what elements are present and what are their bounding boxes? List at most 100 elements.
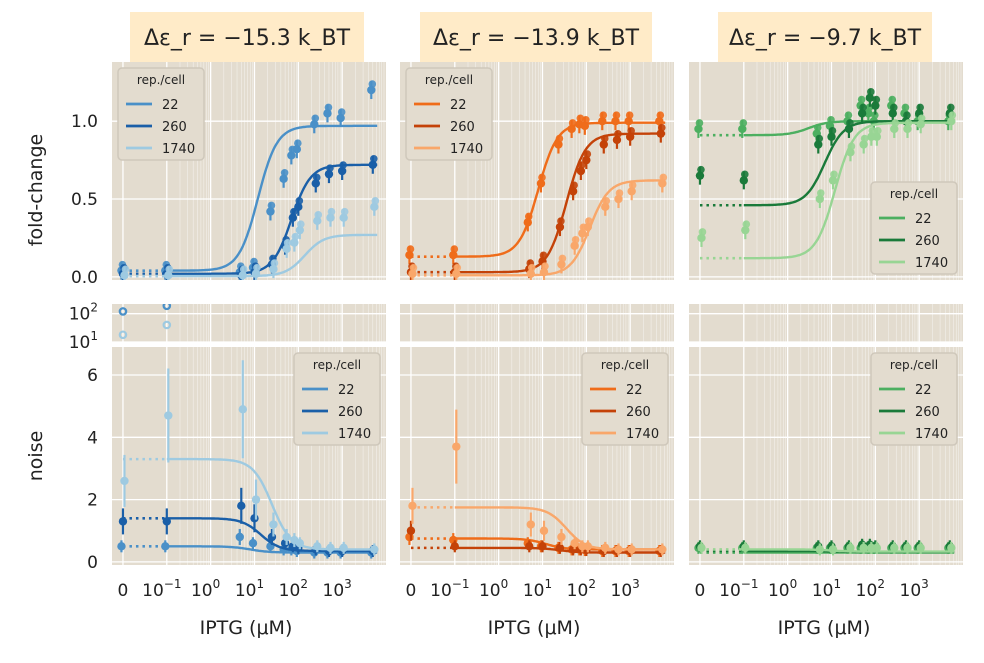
- data-point-260: [557, 217, 565, 225]
- noise-point-260: [538, 542, 547, 551]
- data-point-260: [828, 126, 837, 135]
- legend-entry: 1740: [450, 142, 483, 157]
- data-point-1740: [370, 202, 379, 212]
- noise-point-1740: [526, 520, 535, 529]
- x-axis-label-3: IPTG (μM): [778, 617, 871, 639]
- data-point-1740: [121, 265, 130, 274]
- noise-point-1740: [120, 476, 129, 486]
- data-point-1740: [658, 179, 667, 188]
- data-point-260: [614, 130, 622, 138]
- noise-point-1740: [627, 545, 636, 554]
- legend-entry: 1740: [915, 256, 948, 271]
- data-point-22: [888, 95, 897, 104]
- x-tick-label: 103: [611, 577, 640, 601]
- y-tick-label-top: 1.0: [71, 112, 98, 132]
- noise-point-22: [248, 539, 258, 548]
- data-point-260: [370, 154, 378, 163]
- data-point-260: [859, 103, 867, 112]
- data-point-1740: [601, 202, 610, 212]
- data-point-1740: [742, 220, 751, 228]
- y-axis-label-fold-change: fold-change: [25, 134, 47, 246]
- data-point-260: [857, 109, 867, 118]
- x-tick-label: 100: [768, 577, 797, 601]
- y-tick-label-break: 101: [69, 329, 98, 353]
- noise-point-260: [267, 532, 277, 542]
- data-point-1740: [290, 238, 299, 247]
- data-point-1740: [571, 235, 580, 244]
- data-point-22: [656, 111, 665, 119]
- data-point-1740: [557, 260, 566, 269]
- noise-point-22: [161, 542, 170, 551]
- x-tick-label: 100: [479, 577, 508, 601]
- data-point-1740: [615, 189, 624, 197]
- data-point-22: [555, 134, 564, 143]
- legend-entry: 260: [162, 120, 187, 135]
- data-point-1740: [917, 114, 926, 123]
- data-point-22: [827, 116, 835, 124]
- data-point-22: [739, 119, 748, 127]
- x-tick-label: 103: [900, 577, 929, 601]
- x-tick-label: 103: [323, 577, 352, 601]
- data-point-1740: [890, 124, 899, 134]
- noise-point-1740: [658, 545, 667, 554]
- noise-point-1740: [251, 495, 261, 504]
- data-point-1740: [283, 239, 292, 247]
- data-point-22: [405, 250, 414, 260]
- data-point-1740: [238, 271, 247, 280]
- data-point-1740: [452, 269, 461, 278]
- noise-point-260: [406, 526, 416, 535]
- data-point-260: [739, 176, 748, 185]
- data-point-22: [324, 103, 333, 112]
- data-point-22: [624, 116, 633, 126]
- legend: rep./cell 22 260 1740: [293, 352, 381, 446]
- legend: rep./cell 22 260 1740: [405, 67, 493, 161]
- data-point-22: [538, 173, 546, 182]
- panel-title: Δε_r = −9.7 k_BT: [729, 26, 922, 51]
- panel-title-box: [718, 12, 932, 62]
- data-point-1740: [815, 194, 824, 204]
- data-point-22: [813, 123, 822, 132]
- data-point-22: [267, 201, 276, 210]
- data-point-22: [612, 111, 621, 119]
- data-point-22: [844, 111, 853, 119]
- outlier-point-1740: [118, 330, 128, 340]
- x-tick-label: 0: [406, 581, 417, 601]
- legend-entry: 260: [626, 405, 651, 420]
- data-point-22: [694, 124, 703, 134]
- data-point-260: [312, 173, 321, 182]
- noise-point-1740: [557, 532, 566, 542]
- y-tick-label-noise: 2: [87, 491, 98, 511]
- data-point-22: [611, 116, 620, 126]
- noise-plot: [117, 360, 379, 559]
- data-point-260: [568, 187, 578, 196]
- noise-point-260: [525, 542, 534, 551]
- data-point-22: [311, 114, 320, 123]
- data-point-1740: [251, 269, 261, 278]
- data-point-260: [888, 109, 897, 118]
- y-tick-label-top: 0.5: [71, 190, 98, 210]
- panel-title: Δε_r = −15.3 k_BT: [144, 26, 351, 51]
- noise-point-1740: [872, 543, 882, 553]
- x-axis-label-2: IPTG (μM): [488, 617, 581, 639]
- y-axis-label-noise: noise: [25, 431, 47, 482]
- x-tick-label: 0: [695, 581, 706, 601]
- noise-point-1740: [164, 411, 173, 420]
- noise-point-1740: [741, 543, 750, 553]
- noise-point-1740: [903, 543, 912, 553]
- noise-point-1740: [282, 532, 291, 542]
- data-point-260: [916, 103, 924, 112]
- noise-point-260: [118, 517, 128, 526]
- data-point-1740: [253, 263, 261, 272]
- data-point-1740: [828, 176, 838, 185]
- data-point-1740: [297, 220, 305, 228]
- legend-entry: 1740: [626, 427, 659, 442]
- data-point-22: [568, 119, 577, 127]
- noise-point-22: [117, 542, 126, 551]
- data-point-260: [815, 134, 824, 143]
- data-point-260: [288, 213, 298, 222]
- data-point-260: [582, 155, 591, 165]
- data-point-260: [865, 93, 875, 103]
- x-tick-label: 10−1: [719, 577, 758, 601]
- data-point-1740: [578, 229, 587, 238]
- data-point-260: [599, 140, 608, 149]
